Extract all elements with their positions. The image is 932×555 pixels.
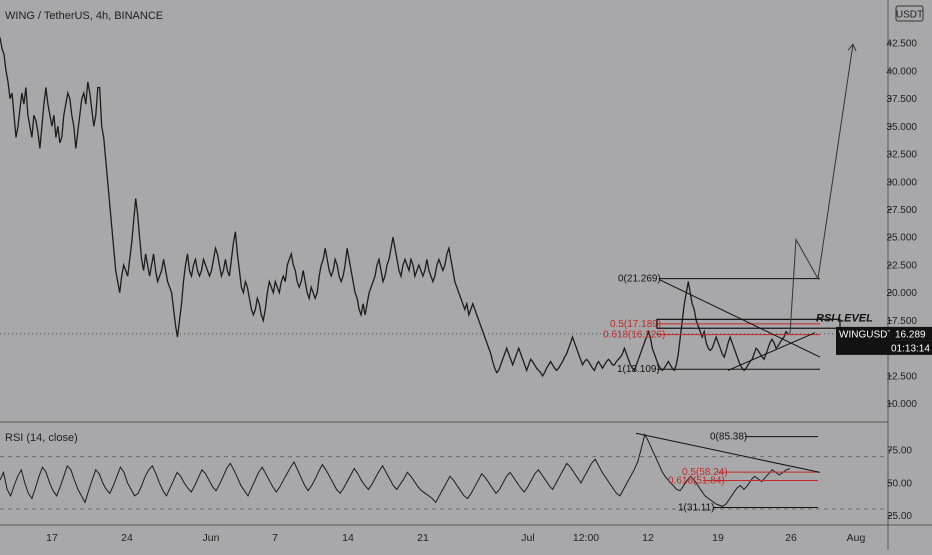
price-ytick-label-1: 40.000 — [886, 66, 917, 77]
x-tick-label-2: Jun — [203, 532, 220, 544]
price-fib-label-0: 0(21.269) — [618, 274, 661, 285]
price-fib-label-3: 1(13.109) — [617, 364, 660, 375]
price-fib-label-1: 0.5(17.189) — [610, 319, 661, 330]
rsi-series-line — [0, 433, 791, 507]
x-tick-label-9: 19 — [712, 532, 724, 544]
price-ytick-label-10: 17.500 — [886, 316, 917, 327]
rsi-panel-title: RSI (14, close) — [5, 432, 78, 444]
last-price-value-bg — [890, 326, 932, 341]
last-price-tag-bg — [836, 326, 890, 355]
x-tick-label-4: 14 — [342, 532, 354, 544]
price-fib-label-2: 0.618(16.226) — [603, 330, 665, 341]
x-tick-label-5: 21 — [417, 532, 429, 544]
price-ytick-label-13: 10.000 — [886, 399, 917, 410]
last-price-symbol: WINGUSDT — [839, 329, 893, 340]
rsi-level-box — [656, 318, 841, 329]
x-tick-label-8: 12 — [642, 532, 654, 544]
last-price-value: 16.289 — [895, 329, 926, 340]
x-tick-label-11: Aug — [847, 532, 866, 544]
projection-path — [789, 44, 854, 334]
price-ascending-trendline — [727, 332, 816, 371]
x-tick-label-10: 26 — [785, 532, 797, 544]
rsi-level-annotation: RSI LEVEL — [816, 312, 873, 324]
projection-arrowhead — [847, 43, 857, 52]
x-tick-label-0: 17 — [46, 532, 58, 544]
rsi-descending-trendline — [635, 432, 821, 473]
chart-title: WING / TetherUS, 4h, BINANCE — [5, 10, 163, 22]
price-ytick-label-6: 27.500 — [886, 205, 917, 216]
price-ytick-label-12: 12.500 — [886, 371, 917, 382]
rsi-fib-label-2: 0.618(51.84) — [668, 475, 725, 486]
x-tick-label-7: 12:00 — [573, 532, 599, 544]
price-ytick-label-7: 25.000 — [886, 233, 917, 244]
price-ytick-label-5: 30.000 — [886, 177, 917, 188]
price-ytick-label-0: 42.500 — [886, 39, 917, 50]
last-price-countdown: 01:13:14 — [891, 343, 930, 354]
countdown-bg — [888, 340, 932, 355]
price-series-line — [0, 37, 789, 378]
price-ytick-label-2: 37.500 — [886, 94, 917, 105]
rsi-ytick-label-1: 50.00 — [887, 478, 912, 489]
x-tick-label-6: Jul — [521, 532, 534, 544]
currency-badge-frame — [895, 5, 924, 22]
price-ytick-label-3: 35.000 — [886, 122, 917, 133]
x-tick-label-1: 24 — [121, 532, 133, 544]
rsi-fib-label-0: 0(85.38) — [710, 432, 747, 443]
rsi-fib-label-3: 1(31.11) — [678, 503, 715, 514]
price-ytick-label-4: 32.500 — [886, 150, 917, 161]
price-ytick-label-9: 20.000 — [886, 288, 917, 299]
price-descending-trendline — [658, 278, 821, 358]
rsi-ytick-label-2: 25.00 — [887, 511, 912, 522]
rsi-ytick-label-0: 75.00 — [887, 446, 912, 457]
x-tick-label-3: 7 — [272, 532, 278, 544]
currency-badge: USDT — [896, 10, 923, 21]
rsi-fib-label-1: 0.5(58.24) — [682, 467, 728, 478]
price-ytick-label-8: 22.500 — [886, 260, 917, 271]
